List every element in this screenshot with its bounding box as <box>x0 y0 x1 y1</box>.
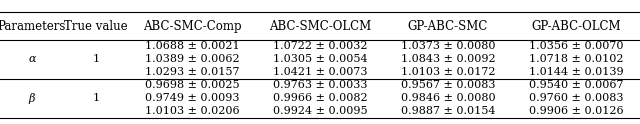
Text: 1.0293 ± 0.0157: 1.0293 ± 0.0157 <box>145 67 239 77</box>
Text: ABC-SMC-Comp: ABC-SMC-Comp <box>143 20 241 32</box>
Text: 0.9749 ± 0.0093: 0.9749 ± 0.0093 <box>145 93 239 103</box>
Text: 1.0389 ± 0.0062: 1.0389 ± 0.0062 <box>145 54 239 64</box>
Text: 0.9763 ± 0.0033: 0.9763 ± 0.0033 <box>273 80 367 90</box>
Text: 1.0722 ± 0.0032: 1.0722 ± 0.0032 <box>273 41 367 51</box>
Text: 1.0103 ± 0.0172: 1.0103 ± 0.0172 <box>401 67 495 77</box>
Text: 1.0718 ± 0.0102: 1.0718 ± 0.0102 <box>529 54 623 64</box>
Text: 0.9906 ± 0.0126: 0.9906 ± 0.0126 <box>529 106 623 116</box>
Text: 0.9760 ± 0.0083: 0.9760 ± 0.0083 <box>529 93 623 103</box>
Text: 0.9966 ± 0.0082: 0.9966 ± 0.0082 <box>273 93 367 103</box>
Text: ABC-SMC-OLCM: ABC-SMC-OLCM <box>269 20 371 32</box>
Text: GP-ABC-OLCM: GP-ABC-OLCM <box>531 20 621 32</box>
Text: 1.0843 ± 0.0092: 1.0843 ± 0.0092 <box>401 54 495 64</box>
Text: Parameters: Parameters <box>0 20 66 32</box>
Text: 1.0421 ± 0.0073: 1.0421 ± 0.0073 <box>273 67 367 77</box>
Text: 1: 1 <box>92 54 100 64</box>
Text: True value: True value <box>64 20 128 32</box>
Text: 1.0373 ± 0.0080: 1.0373 ± 0.0080 <box>401 41 495 51</box>
Text: 1.0144 ± 0.0139: 1.0144 ± 0.0139 <box>529 67 623 77</box>
Text: 0.9924 ± 0.0095: 0.9924 ± 0.0095 <box>273 106 367 116</box>
Text: β: β <box>29 93 35 104</box>
Text: 1: 1 <box>92 93 100 103</box>
Text: 0.9846 ± 0.0080: 0.9846 ± 0.0080 <box>401 93 495 103</box>
Text: 0.9567 ± 0.0083: 0.9567 ± 0.0083 <box>401 80 495 90</box>
Text: 1.0688 ± 0.0021: 1.0688 ± 0.0021 <box>145 41 239 51</box>
Text: 1.0305 ± 0.0054: 1.0305 ± 0.0054 <box>273 54 367 64</box>
Text: 0.9887 ± 0.0154: 0.9887 ± 0.0154 <box>401 106 495 116</box>
Text: 0.9540 ± 0.0067: 0.9540 ± 0.0067 <box>529 80 623 90</box>
Text: α: α <box>28 54 36 64</box>
Text: 0.9698 ± 0.0025: 0.9698 ± 0.0025 <box>145 80 239 90</box>
Text: 1.0356 ± 0.0070: 1.0356 ± 0.0070 <box>529 41 623 51</box>
Text: 1.0103 ± 0.0206: 1.0103 ± 0.0206 <box>145 106 239 116</box>
Text: GP-ABC-SMC: GP-ABC-SMC <box>408 20 488 32</box>
